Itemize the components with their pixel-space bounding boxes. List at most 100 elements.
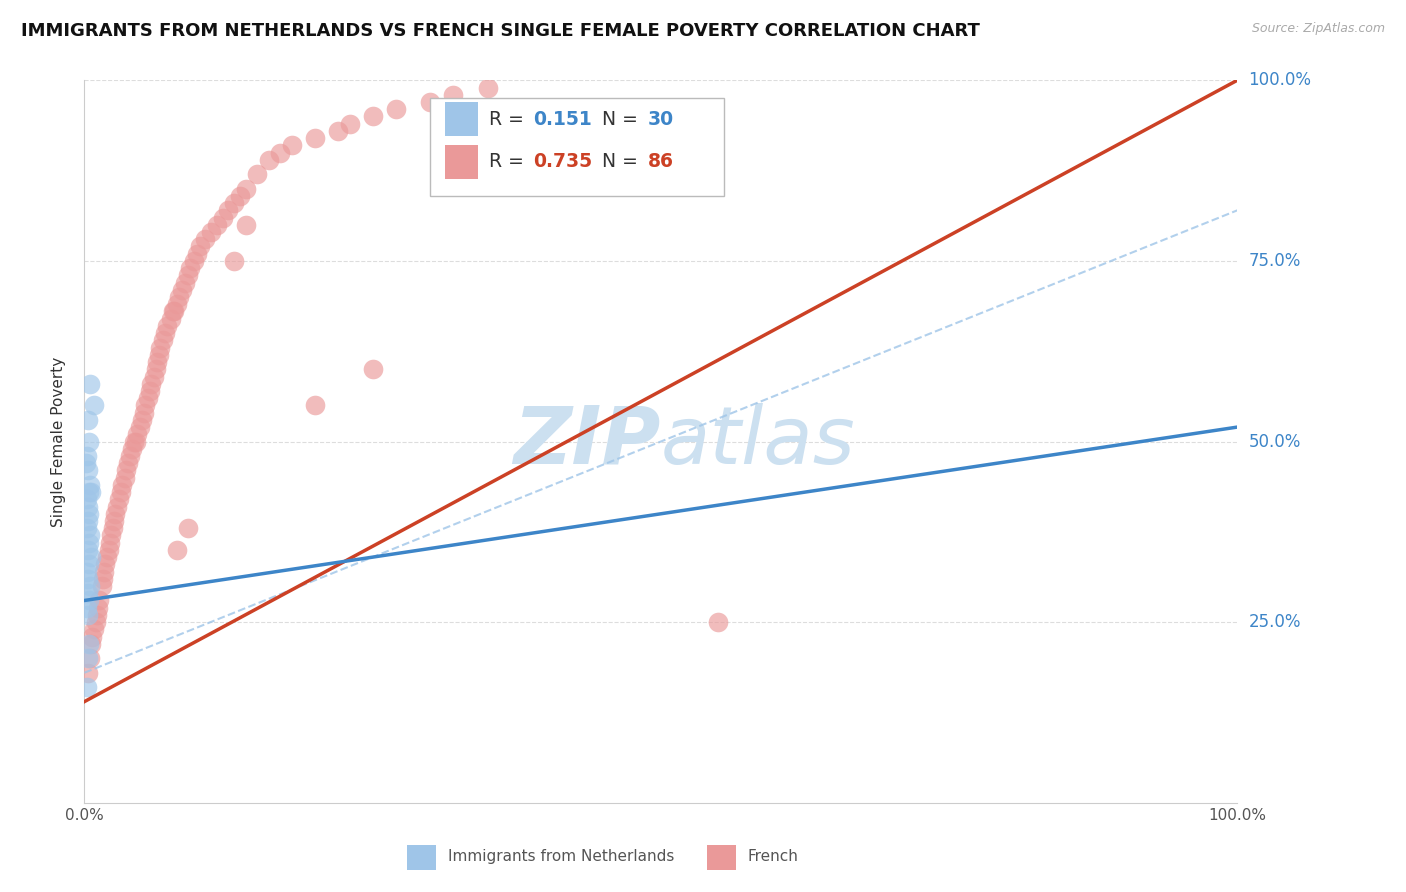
Point [149,341,172,355]
Text: 86: 86 [648,153,673,171]
Point [134,406,156,420]
Point [128,420,150,434]
Point [141,376,163,391]
Point [200,225,222,239]
Point [441,87,464,102]
Point [76,514,98,528]
Point [76,600,98,615]
Point [76,413,98,427]
Point [89,593,111,607]
Point [76,500,98,514]
Point [83,623,105,637]
Point [96,550,118,565]
Point [134,398,156,412]
Point [304,398,326,412]
Point [166,297,188,311]
Point [162,304,184,318]
Point [205,218,228,232]
Point [136,391,159,405]
Text: R =: R = [489,110,530,128]
Point [80,485,103,500]
Point [339,117,361,131]
Point [152,334,174,348]
Bar [446,145,478,178]
Point [86,607,108,622]
Point [76,492,98,507]
Text: 30: 30 [648,110,675,128]
Point [224,253,246,268]
Point [82,630,104,644]
Point [326,124,349,138]
Text: 0.735: 0.735 [533,153,592,171]
Point [194,232,217,246]
Point [83,398,105,412]
Point [121,442,143,456]
Point [211,211,233,225]
Point [77,593,100,607]
Point [93,565,115,579]
Point [76,665,98,680]
Point [80,637,103,651]
Point [105,500,128,514]
Point [707,615,730,630]
Point [90,579,112,593]
Bar [408,845,436,870]
Point [163,304,186,318]
Point [186,246,208,260]
Point [77,434,100,449]
Point [188,239,211,253]
Point [246,167,269,181]
Y-axis label: Single Female Poverty: Single Female Poverty [51,357,66,526]
Point [156,318,179,333]
Point [76,449,98,463]
Point [167,290,190,304]
Point [110,485,132,500]
Text: 25.0%: 25.0% [1249,613,1301,632]
Text: Source: ZipAtlas.com: Source: ZipAtlas.com [1251,22,1385,36]
Point [235,218,257,232]
Point [76,586,98,600]
Point [145,362,167,376]
Point [91,572,114,586]
Point [98,535,121,549]
Text: ZIP: ZIP [513,402,661,481]
Point [76,680,98,694]
Point [477,80,499,95]
Point [77,535,100,549]
Point [419,95,441,109]
Point [76,572,98,586]
Point [76,651,98,665]
Text: French: French [748,849,799,864]
Point [361,362,384,376]
Point [172,283,194,297]
Point [87,600,110,615]
Point [79,478,101,492]
Point [173,276,195,290]
Point [104,507,127,521]
Point [77,507,100,521]
Point [108,492,131,507]
Point [166,542,188,557]
Text: N =: N = [602,110,644,128]
Point [148,348,170,362]
Point [111,478,134,492]
Point [94,558,117,572]
Point [117,456,139,470]
Text: 0.151: 0.151 [533,110,592,128]
Point [179,261,201,276]
Point [153,326,176,340]
Point [77,485,100,500]
Point [218,203,240,218]
Point [76,607,98,622]
Point [97,542,120,557]
Point [100,528,122,542]
Point [229,189,252,203]
Point [183,253,205,268]
Text: atlas: atlas [661,402,856,481]
Point [79,651,101,665]
Point [103,514,125,528]
Point [76,542,98,557]
Point [76,565,98,579]
Point [80,550,103,565]
Point [76,463,98,477]
